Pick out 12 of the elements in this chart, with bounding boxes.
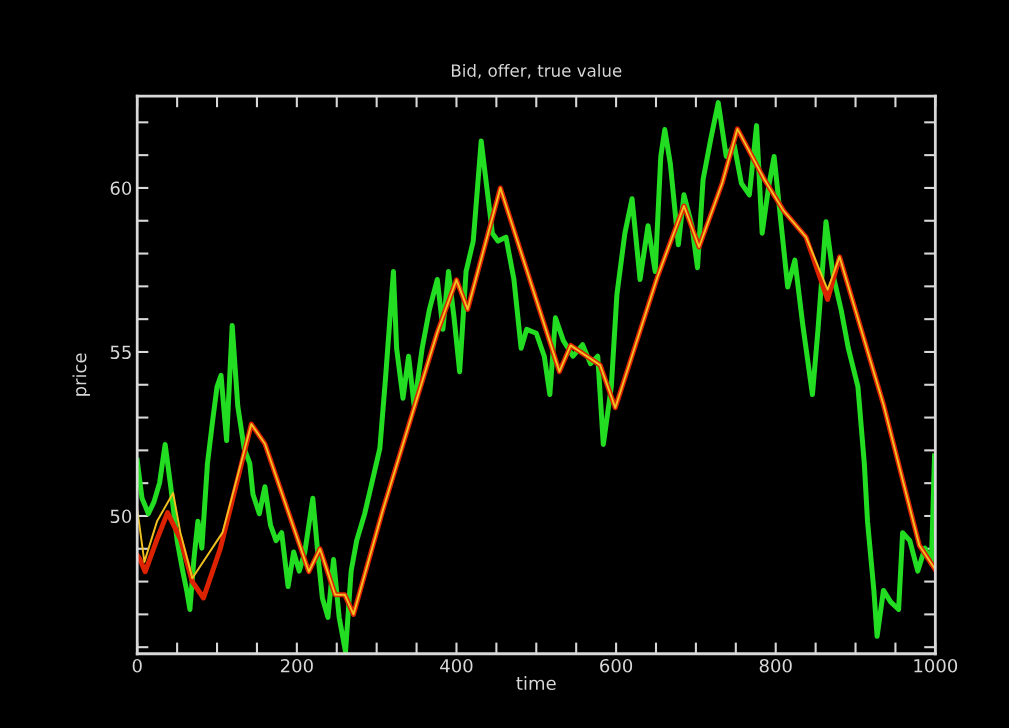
x-tick-label: 800 [759, 658, 792, 673]
y-tick-label: 55 [110, 345, 131, 360]
x-tick-label: 0 [132, 658, 142, 673]
x-tick-label: 1000 [914, 658, 958, 673]
y-tick-label: 60 [110, 181, 132, 196]
y-axis-title: price [72, 353, 90, 396]
chart-title: Bid, offer, true value [451, 63, 622, 79]
x-tick-label: 400 [440, 658, 473, 673]
y-tick-label: 50 [110, 509, 132, 524]
x-axis-title: time [516, 676, 556, 691]
x-tick-label: 200 [280, 658, 313, 673]
x-tick-label: 600 [600, 658, 633, 673]
